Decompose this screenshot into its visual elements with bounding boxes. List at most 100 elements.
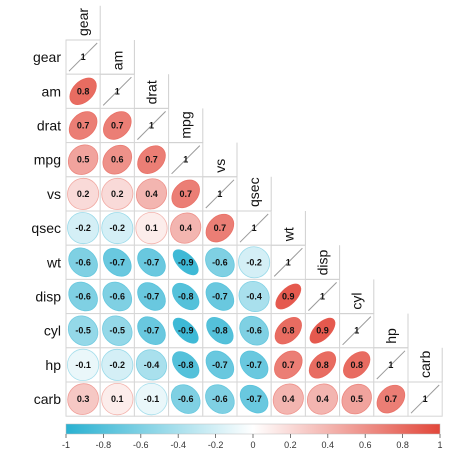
correlation-ellipse	[205, 213, 235, 243]
column-label-drat: drat	[144, 80, 160, 104]
correlation-ellipse	[342, 316, 372, 346]
correlation-ellipse	[376, 384, 406, 414]
correlation-cell-cyl-am: -0.5	[99, 313, 135, 349]
coefficient-label: -0.1	[144, 394, 160, 404]
correlation-ellipse	[171, 145, 201, 175]
coefficient-label: -0.7	[144, 292, 160, 302]
row-label-cyl: cyl	[44, 323, 61, 339]
correlation-ellipse	[239, 384, 269, 414]
correlation-cell-hp-hp: 1	[373, 347, 409, 383]
correlation-ellipse	[137, 282, 166, 311]
correlation-cell-mpg-mpg: 1	[168, 142, 204, 178]
correlation-cell-carb-carb: 1	[407, 381, 443, 417]
axis-labels: gear gear am am drat drat mpg mpg vs vs qsec qsec wt…	[31, 5, 443, 407]
coefficient-label: 0.8	[350, 360, 363, 370]
correlation-cell-disp-qsec: -0.4	[236, 278, 272, 315]
correlation-ellipse	[101, 177, 134, 210]
correlation-cell-am-am: 1	[99, 73, 135, 109]
correlation-ellipse	[172, 282, 200, 311]
correlation-ellipse	[170, 212, 202, 244]
correlation-cell-carb-cyl: 0.5	[339, 381, 375, 417]
correlation-cell-carb-gear: 0.3	[65, 381, 101, 417]
coefficient-label: -0.7	[144, 326, 160, 336]
coefficient-label: 1	[149, 121, 154, 131]
correlation-cell-qsec-mpg: 0.4	[168, 210, 204, 246]
coefficient-label: -0.7	[246, 360, 262, 370]
coefficient-label: 0.4	[179, 223, 192, 233]
colorbar-tick-label: 0.8	[396, 440, 409, 450]
coefficient-label: 1	[217, 189, 222, 199]
row-label-am: am	[42, 83, 61, 99]
correlation-ellipse	[137, 145, 166, 174]
row-label-gear: gear	[33, 49, 61, 65]
correlation-cell-hp-wt: 0.7	[270, 347, 306, 383]
correlation-ellipse	[238, 280, 270, 313]
row-label-mpg: mpg	[34, 152, 61, 168]
correlation-ellipse	[68, 281, 98, 312]
correlation-cell-disp-mpg: -0.8	[168, 278, 204, 315]
column-label-qsec: qsec	[246, 177, 262, 207]
coefficient-label: -0.5	[110, 326, 126, 336]
row-label-carb: carb	[34, 391, 61, 407]
coefficient-label: 1	[81, 52, 86, 62]
correlation-cell-hp-drat: -0.4	[133, 347, 170, 383]
correlation-cell-carb-hp: 0.7	[373, 381, 409, 417]
coefficient-label: 0.8	[282, 326, 295, 336]
correlation-cell-qsec-qsec: 1	[236, 210, 272, 246]
correlation-cell-disp-wt: 0.9	[270, 278, 306, 315]
correlation-cell-carb-disp: 0.4	[304, 381, 341, 417]
correlation-cell-wt-drat: -0.7	[133, 244, 170, 280]
correlation-ellipse	[306, 383, 339, 415]
coefficient-label: -0.1	[75, 360, 91, 370]
coefficient-label: -0.2	[110, 360, 126, 370]
column-label-wt: wt	[280, 227, 296, 242]
correlation-cell-disp-vs: -0.7	[202, 278, 238, 315]
correlation-ellipse	[68, 247, 98, 278]
coefficient-label: 0.9	[282, 292, 295, 302]
correlation-ellipse	[67, 348, 100, 381]
coefficient-label: -0.9	[178, 326, 194, 336]
correlation-ellipse	[170, 384, 201, 414]
coefficient-label: 0.2	[77, 189, 90, 199]
coefficient-label: 0.7	[385, 394, 398, 404]
correlation-cell-carb-drat: -0.1	[133, 381, 170, 417]
coefficient-label: -0.6	[75, 257, 91, 267]
correlation-cell-hp-mpg: -0.8	[168, 347, 204, 383]
correlation-cells: 1 0.8 1 0.7 0.7 1 0.5 0.6 0.7 1 0.2 0.2 0.4 0.7 1 -0.2 -…	[65, 39, 443, 417]
correlation-ellipse	[205, 247, 235, 278]
correlation-cell-disp-drat: -0.7	[133, 278, 170, 315]
correlation-cell-cyl-mpg: -0.9	[168, 313, 204, 349]
correlation-cell-wt-mpg: -0.9	[168, 244, 204, 280]
coefficient-label: -0.7	[246, 394, 262, 404]
coefficient-label: 0.7	[111, 121, 124, 131]
correlation-ellipse	[410, 384, 440, 414]
correlation-ellipse	[102, 144, 133, 175]
row-label-drat: drat	[37, 118, 61, 134]
column-label-hp: hp	[383, 328, 399, 344]
correlation-cell-carb-mpg: -0.6	[168, 381, 204, 417]
coefficient-label: 1	[320, 292, 325, 302]
coefficient-label: 0.3	[77, 394, 90, 404]
row-label-wt: wt	[46, 254, 61, 270]
correlation-cell-wt-am: -0.7	[99, 244, 135, 280]
coefficient-label: -0.4	[144, 360, 160, 370]
colorbar-tick-label: -0.4	[170, 440, 186, 450]
coefficient-label: 1	[423, 394, 428, 404]
correlation-ellipse	[205, 384, 235, 414]
column-label-disp: disp	[315, 250, 331, 276]
correlation-ellipse	[137, 316, 166, 345]
correlation-ellipse	[103, 111, 132, 140]
colorbar-tick-label: 0.4	[322, 440, 335, 450]
coefficient-label: -0.2	[110, 223, 126, 233]
correlation-ellipse	[205, 350, 235, 380]
row-label-vs: vs	[47, 186, 61, 202]
correlation-cell-qsec-vs: 0.7	[202, 210, 238, 246]
correlation-cell-disp-gear: -0.6	[65, 278, 101, 315]
correlation-ellipse	[135, 349, 168, 381]
correlation-ellipse	[274, 350, 303, 380]
correlation-ellipse	[308, 282, 337, 311]
colorbar-tick-label: 1	[437, 440, 442, 450]
correlation-cell-hp-gear: -0.1	[65, 347, 101, 383]
coefficient-label: -0.2	[246, 257, 262, 267]
